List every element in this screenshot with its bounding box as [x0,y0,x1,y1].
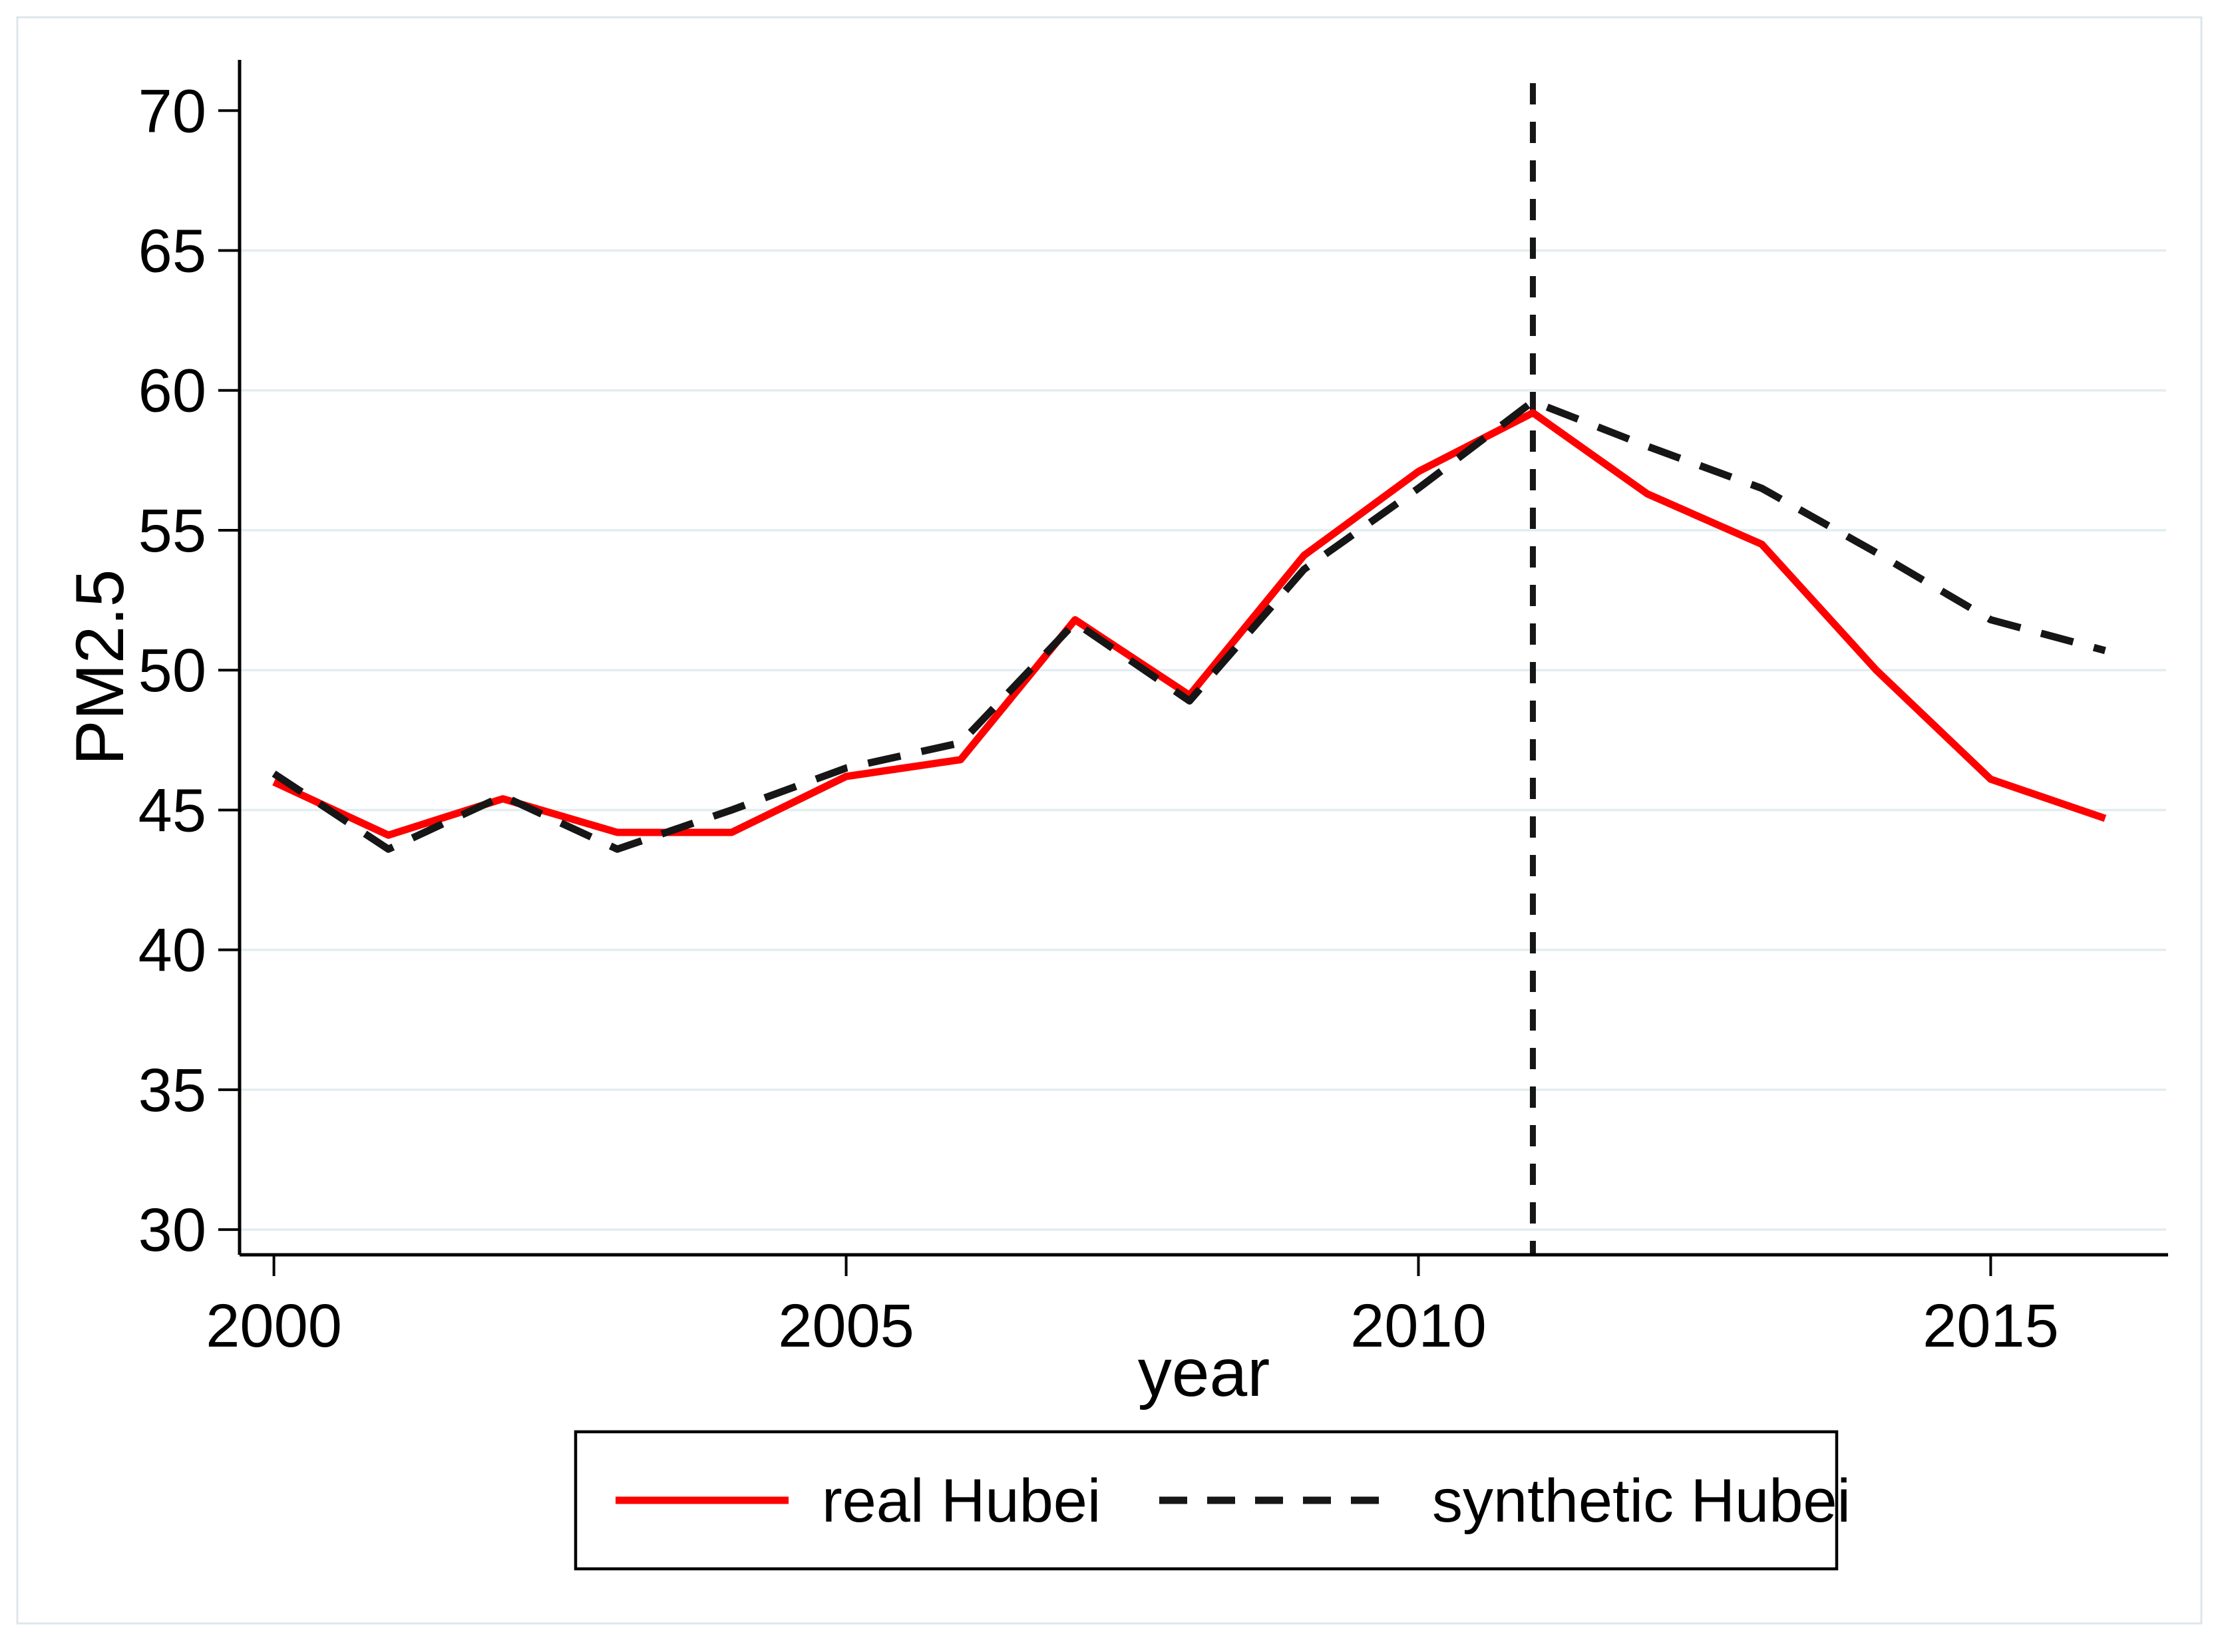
legend-label-synthetic-hubei: synthetic Hubei [1432,1467,1851,1535]
figure-border [16,16,2203,1625]
x-axis-title: year [1138,1335,1270,1410]
x-tick-label-2000: 2000 [206,1292,342,1360]
x-tick-label-2005: 2005 [778,1292,914,1360]
series-line-synthetic-hubei [272,398,2106,853]
x-axis: 2000 2005 2010 2015 [206,1253,2168,1360]
x-tick-label-2015: 2015 [1923,1292,2059,1360]
y-tick-label-65: 65 [138,217,206,285]
series-line-real-hubei [272,409,2107,839]
y-axis-title: PM2.5 [62,570,138,766]
x-tick-label-2010: 2010 [1350,1292,1487,1360]
y-tick-label-70: 70 [138,77,206,145]
legend-label-real-hubei: real Hubei [822,1467,1101,1535]
series-lines [272,398,2107,853]
legend: real Hubei synthetic Hubei [574,1430,1851,1571]
y-tick-label-40: 40 [138,917,206,985]
y-axis: 30 35 40 45 50 55 60 65 70 [138,60,242,1264]
y-tick-label-55: 55 [138,497,206,565]
y-tick-label-30: 30 [138,1196,206,1264]
y-tick-label-45: 45 [138,776,206,844]
y-tick-label-60: 60 [138,357,206,425]
y-tick-label-50: 50 [138,637,206,705]
gridlines [240,249,2166,1231]
y-tick-label-35: 35 [138,1057,206,1124]
